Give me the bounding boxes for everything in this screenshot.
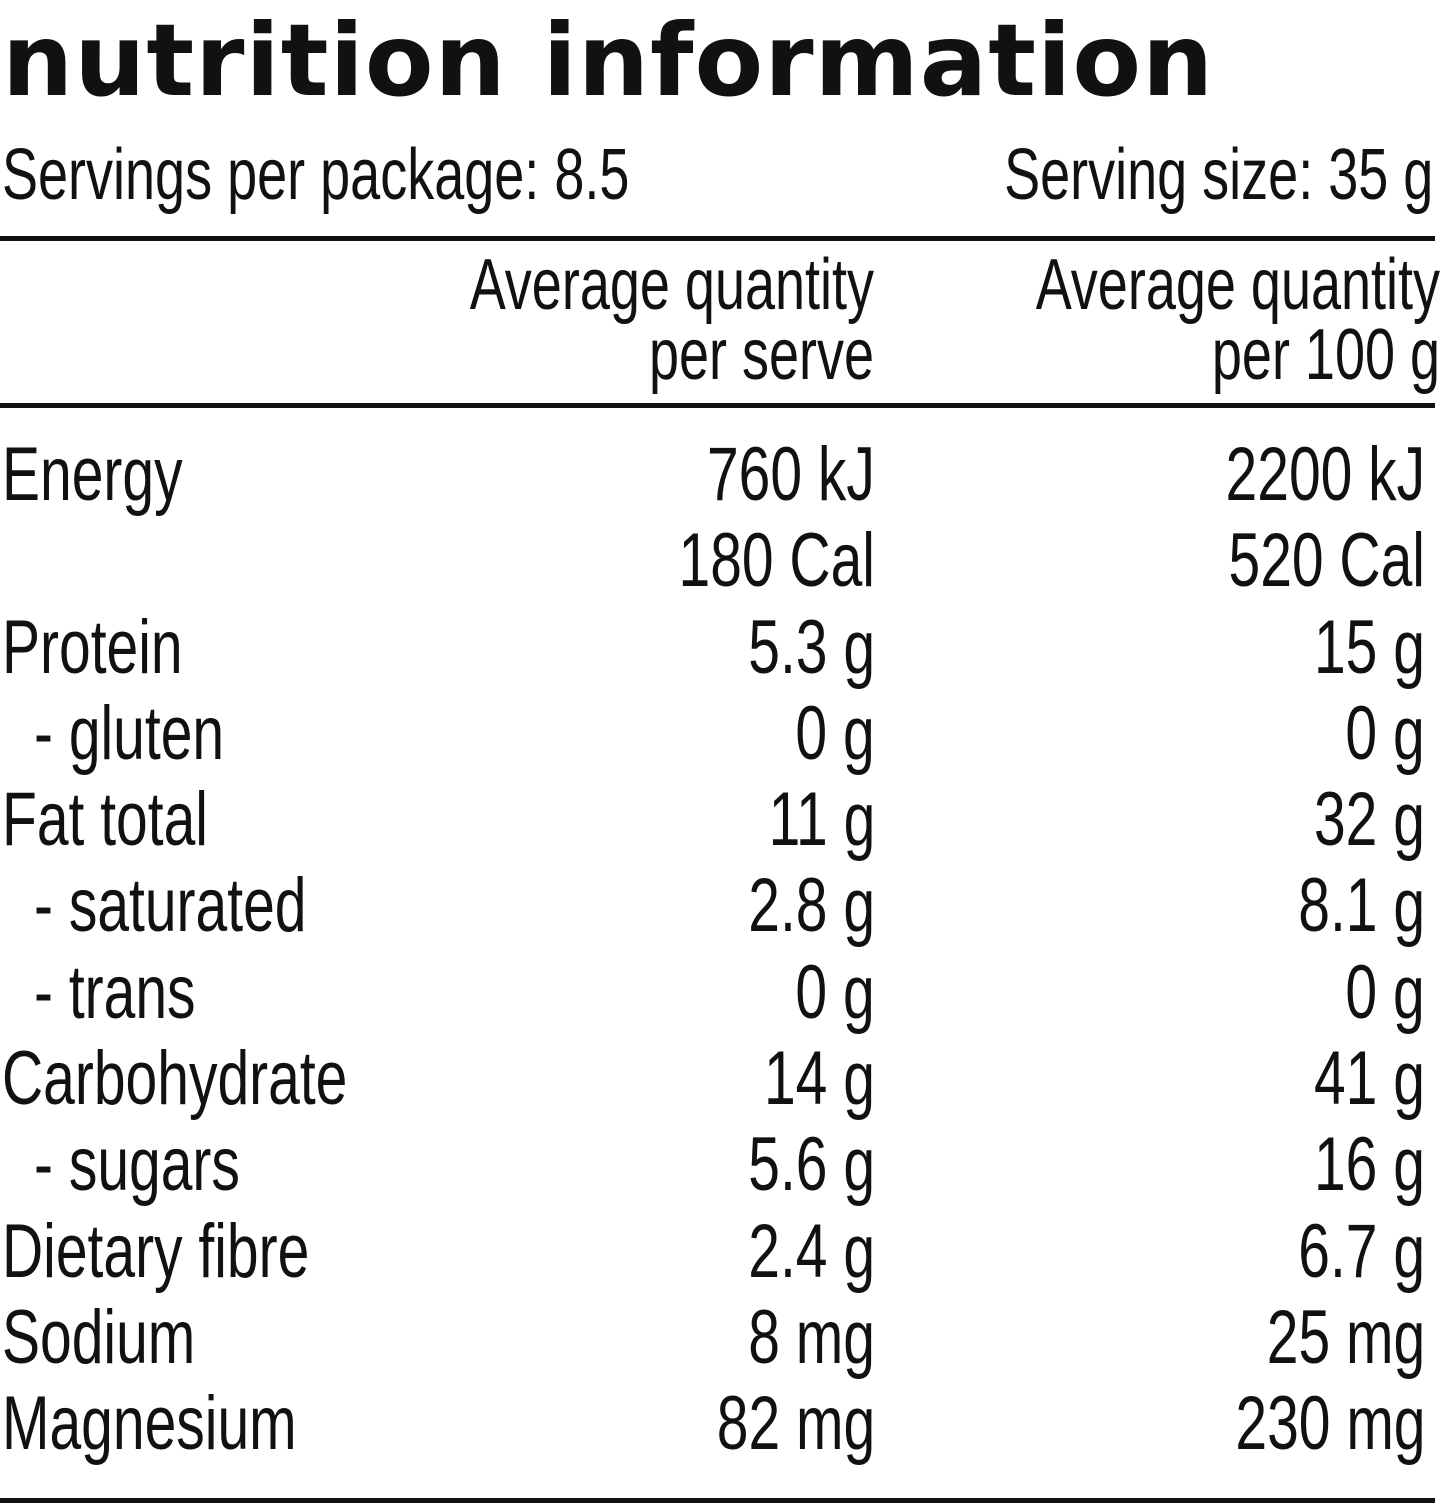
nutrient-table: Energy 760 kJ 2200 kJ 180 Cal 520 Cal Protein… xyxy=(0,432,1445,1468)
value-per-serve: 11 g xyxy=(768,777,875,863)
column-header-per-serve-line2: per serve xyxy=(648,315,874,395)
table-row: - gluten 0 g 0 g xyxy=(0,691,1445,777)
value-per-serve: 180 Cal xyxy=(678,518,875,604)
bottom-rule xyxy=(0,1498,1435,1503)
value-per-serve: 8 mg xyxy=(748,1294,875,1380)
value-per-100g: 15 g xyxy=(1314,604,1425,690)
table-row: Sodium 8 mg 25 mg xyxy=(0,1295,1445,1381)
column-header-per-100g-line1: Average quantity xyxy=(1035,245,1440,325)
value-per-100g: 520 Cal xyxy=(1228,518,1425,604)
nutrient-label: - gluten xyxy=(34,690,225,776)
value-per-100g: 230 mg xyxy=(1234,1381,1425,1467)
value-per-100g: 2200 kJ xyxy=(1225,432,1425,517)
nutrient-label: Magnesium xyxy=(2,1381,297,1467)
nutrient-label: - trans xyxy=(34,949,196,1035)
column-header-per-serve: Average quantity per serve xyxy=(469,245,874,395)
value-per-serve: 0 g xyxy=(795,949,875,1035)
value-per-100g: 25 mg xyxy=(1266,1294,1425,1380)
value-per-100g: 32 g xyxy=(1314,777,1425,863)
value-per-100g: 0 g xyxy=(1345,690,1425,776)
value-per-serve: 2.8 g xyxy=(748,863,875,949)
value-per-100g: 41 g xyxy=(1314,1036,1425,1122)
header-rule xyxy=(0,403,1435,408)
value-per-serve: 0 g xyxy=(795,690,875,776)
nutrient-label: Dietary fibre xyxy=(2,1208,310,1294)
value-per-100g: 6.7 g xyxy=(1298,1208,1425,1294)
table-row: Protein 5.3 g 15 g xyxy=(0,605,1445,691)
value-per-serve: 14 g xyxy=(764,1036,875,1122)
column-header-per-serve-line1: Average quantity xyxy=(469,245,874,325)
table-row: Carbohydrate 14 g 41 g xyxy=(0,1036,1445,1122)
panel-title: nutrition information xyxy=(2,2,1215,119)
table-row: Energy 760 kJ 2200 kJ xyxy=(0,432,1445,518)
nutrient-label: Sodium xyxy=(2,1294,196,1380)
nutrient-label: - sugars xyxy=(34,1122,240,1208)
nutrient-label: Protein xyxy=(2,604,183,690)
value-per-100g: 16 g xyxy=(1314,1122,1425,1208)
value-per-serve: 2.4 g xyxy=(748,1208,875,1294)
table-row: - sugars 5.6 g 16 g xyxy=(0,1122,1445,1208)
column-header-per-100g-line2: per 100 g xyxy=(1211,315,1440,395)
table-row: - trans 0 g 0 g xyxy=(0,950,1445,1036)
top-rule xyxy=(0,236,1435,241)
serving-size: Serving size: 35 g xyxy=(1003,135,1433,215)
table-row: Fat total 11 g 32 g xyxy=(0,777,1445,863)
table-row: 180 Cal 520 Cal xyxy=(0,518,1445,604)
nutrient-label: Fat total xyxy=(2,777,208,863)
value-per-serve: 82 mg xyxy=(716,1381,875,1467)
value-per-100g: 8.1 g xyxy=(1298,863,1425,949)
table-row: Magnesium 82 mg 230 mg xyxy=(0,1381,1445,1467)
nutrient-label: Energy xyxy=(2,432,183,517)
column-header-per-100g: Average quantity per 100 g xyxy=(1035,245,1440,395)
value-per-serve: 5.6 g xyxy=(748,1122,875,1208)
table-row: Dietary fibre 2.4 g 6.7 g xyxy=(0,1209,1445,1295)
servings-per-package: Servings per package: 8.5 xyxy=(2,135,630,215)
nutrient-label: - saturated xyxy=(34,863,307,949)
value-per-serve: 760 kJ xyxy=(707,432,875,517)
value-per-100g: 0 g xyxy=(1345,949,1425,1035)
table-row: - saturated 2.8 g 8.1 g xyxy=(0,863,1445,949)
nutrient-label: Carbohydrate xyxy=(2,1036,348,1122)
value-per-serve: 5.3 g xyxy=(748,604,875,690)
